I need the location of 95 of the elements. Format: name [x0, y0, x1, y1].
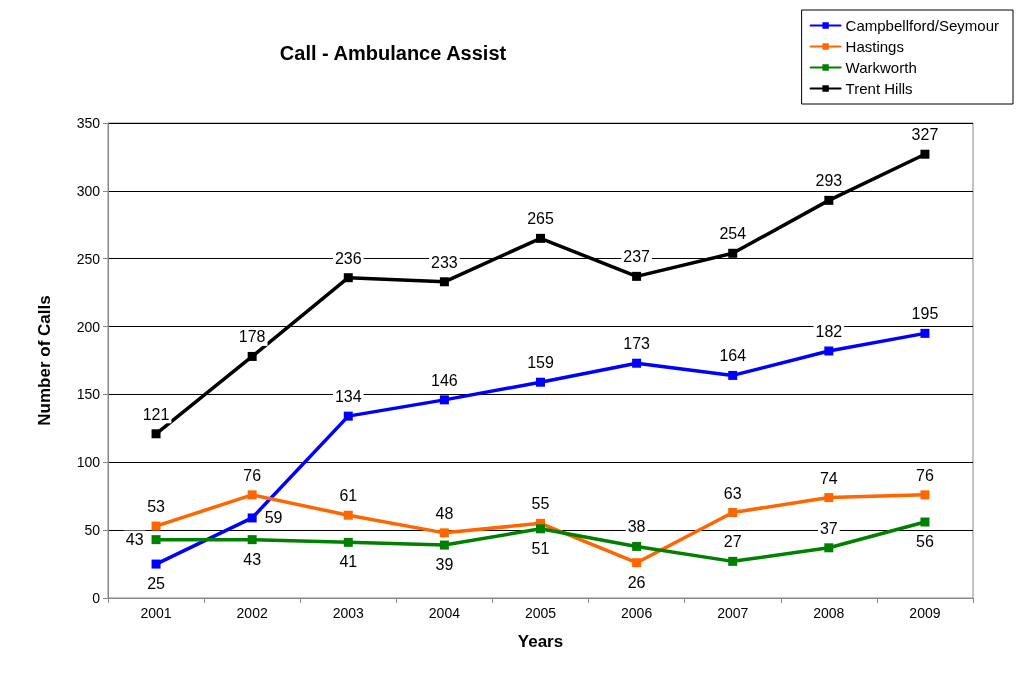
point: [632, 541, 642, 551]
data-label: 26: [627, 573, 646, 591]
data-label: 63: [723, 484, 742, 502]
data-label: 293: [815, 172, 843, 190]
data-label: 159: [527, 354, 554, 372]
point: [824, 493, 834, 503]
point: [632, 271, 642, 281]
point: [343, 537, 353, 547]
data-label: 182: [815, 323, 843, 340]
data-label: 237: [623, 248, 651, 266]
data-label: 327: [911, 126, 939, 144]
legend-label: Warkworth: [845, 59, 917, 76]
y-tick-label: 300: [76, 182, 101, 199]
point: [247, 535, 257, 545]
data-label: 39: [435, 556, 454, 574]
data-label: 233: [431, 253, 458, 271]
point: [728, 508, 738, 517]
point: [536, 233, 545, 243]
point: [920, 149, 930, 159]
data-label: 61: [339, 487, 358, 505]
point: [247, 351, 257, 361]
x-tick-label: 2007: [717, 605, 749, 621]
y-tick-label: 250: [76, 250, 101, 267]
data-label: 27: [723, 533, 742, 551]
y-tick-label: 100: [76, 454, 101, 471]
point: [439, 540, 449, 550]
point: [824, 346, 834, 356]
point: [343, 411, 353, 421]
data-label: 173: [623, 335, 651, 353]
data-label: 236: [334, 249, 362, 267]
legend-label: Hastings: [845, 38, 904, 55]
x-axis-title: Years: [517, 632, 564, 651]
data-label: 38: [627, 518, 646, 536]
point: [343, 273, 353, 283]
data-label: 53: [147, 498, 166, 516]
point: [247, 490, 257, 500]
point: [151, 535, 161, 545]
point: [247, 513, 257, 523]
x-tick-label: 2003: [332, 605, 365, 621]
data-label: 59: [264, 509, 283, 527]
point: [439, 528, 449, 538]
point: [151, 521, 161, 531]
data-label: 195: [911, 305, 939, 323]
data-label: 37: [819, 519, 838, 537]
data-label: 48: [435, 504, 454, 522]
point: [824, 195, 834, 205]
x-tick-label: 2009: [909, 605, 941, 621]
legend-label: Campbellford/Seymour: [845, 17, 1000, 34]
data-label: 41: [339, 553, 358, 571]
data-label: 43: [243, 550, 262, 568]
legend-label: Trent Hills: [845, 80, 913, 97]
point: [632, 358, 642, 368]
data-label: 265: [527, 210, 554, 228]
point: [632, 558, 642, 568]
data-label: 178: [238, 328, 266, 346]
x-tick-label: 2001: [140, 605, 172, 621]
data-label: 146: [431, 371, 458, 389]
y-tick-label: 150: [76, 386, 101, 403]
point: [439, 277, 449, 287]
data-label: 76: [243, 466, 262, 484]
point: [343, 510, 353, 520]
point: [920, 517, 930, 527]
y-axis-title: Number of Calls: [35, 295, 54, 426]
data-label: 164: [719, 347, 747, 365]
point: [439, 395, 449, 405]
data-label: 56: [916, 533, 934, 550]
chart-title: Call - Ambulance Assist: [279, 42, 507, 64]
x-tick-label: 2004: [428, 605, 461, 621]
data-label: 25: [147, 575, 166, 593]
point: [151, 559, 161, 569]
y-tick-label: 50: [84, 522, 101, 539]
y-tick-label: 0: [92, 590, 101, 606]
data-label: 121: [142, 405, 170, 423]
data-label: 55: [531, 495, 550, 513]
point: [151, 429, 161, 439]
point: [536, 524, 545, 534]
point: [920, 490, 930, 500]
point: [824, 543, 834, 553]
point: [728, 248, 738, 258]
x-tick-label: 2005: [524, 605, 557, 621]
data-label: 51: [531, 539, 550, 557]
data-label: 43: [125, 531, 144, 549]
data-label: 134: [334, 388, 362, 406]
data-label: 74: [819, 469, 838, 487]
point: [920, 328, 930, 338]
point: [728, 556, 738, 566]
data-label: 76: [916, 466, 934, 484]
x-tick-label: 2006: [621, 605, 653, 621]
point: [728, 370, 738, 380]
y-tick-label: 200: [76, 318, 101, 335]
data-label: 254: [719, 225, 747, 243]
y-tick-label: 350: [76, 115, 101, 131]
point: [536, 377, 545, 387]
x-tick-label: 2008: [813, 605, 845, 621]
x-tick-label: 2002: [236, 605, 268, 621]
